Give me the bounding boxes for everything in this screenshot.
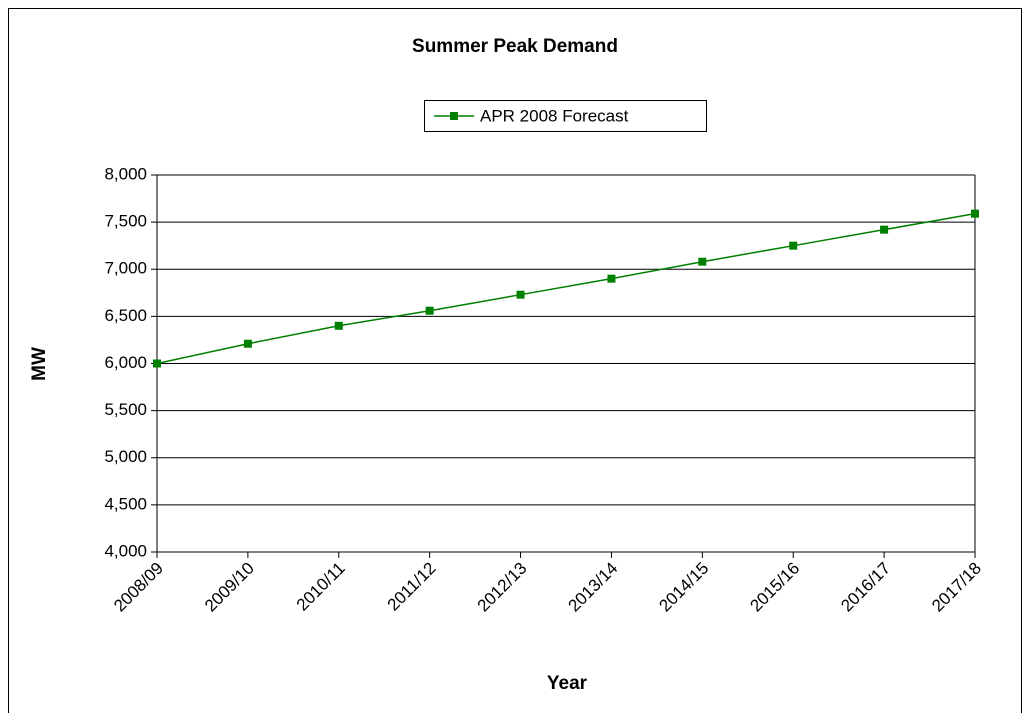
- chart-title: Summer Peak Demand: [412, 36, 618, 57]
- y-tick-label: 5,500: [104, 400, 147, 419]
- y-tick-label: 4,500: [104, 494, 147, 513]
- legend-marker: [450, 112, 458, 120]
- y-tick-label: 5,000: [104, 447, 147, 466]
- data-point: [153, 359, 161, 368]
- data-point: [243, 339, 252, 348]
- y-tick-label: 7,000: [104, 259, 147, 278]
- data-point: [607, 274, 616, 283]
- y-tick-label: 6,000: [104, 353, 147, 372]
- series-line: [156, 212, 976, 365]
- y-tick-label: 4,000: [104, 541, 147, 560]
- y-axis-label: MW: [29, 347, 50, 381]
- data-point: [334, 321, 343, 330]
- data-point: [516, 290, 525, 299]
- data-point: [789, 241, 798, 250]
- y-tick-label: 6,500: [104, 306, 147, 325]
- y-tick-label: 8,000: [104, 164, 147, 183]
- x-axis-label: Year: [547, 673, 588, 694]
- legend-label: APR 2008 Forecast: [480, 106, 629, 125]
- data-point: [971, 209, 979, 218]
- data-point: [425, 306, 434, 315]
- data-point: [698, 257, 707, 266]
- y-tick-label: 7,500: [104, 212, 147, 231]
- data-point: [880, 225, 889, 234]
